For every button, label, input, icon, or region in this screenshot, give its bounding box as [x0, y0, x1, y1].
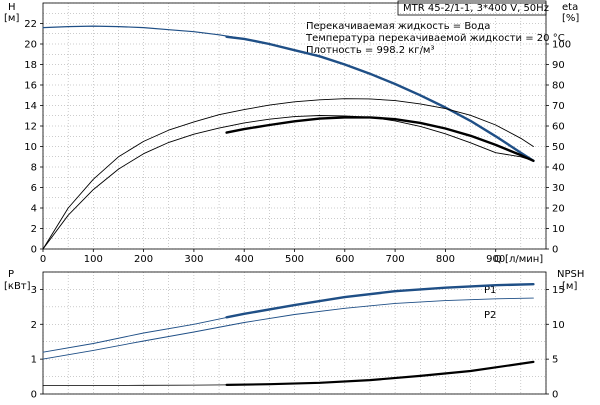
y-right-tick-label: 60	[552, 122, 565, 133]
y-left-tick-label: 12	[24, 122, 37, 133]
y-right-tick-label: 90	[552, 60, 565, 71]
legend-label-p2: P2	[484, 310, 496, 321]
series-efficiency-2-line	[42, 115, 534, 250]
y-left-tick-label: 16	[24, 81, 37, 92]
y-left-tick-label: 10	[24, 142, 37, 153]
y-left-tick-label: 22	[24, 19, 37, 30]
series-NPSH-duty-line	[225, 360, 535, 386]
x-tick-label: 100	[84, 254, 103, 265]
y-left-tick-label: 20	[24, 40, 37, 51]
fluid-info-line: Температура перекачиваемой жидкости = 20…	[305, 33, 565, 44]
y-left-tick-label: 14	[24, 101, 37, 112]
x-tick-label: 400	[235, 254, 254, 265]
y-right-tick-label: 100	[552, 40, 571, 51]
legend-label-p1: P1	[484, 285, 496, 296]
bottom-right-axis-title: NPSH	[557, 269, 584, 280]
series-efficiency-2-duty-line	[225, 116, 535, 163]
y-left-tick-label: 3	[31, 285, 37, 296]
x-tick-label: 900	[486, 254, 505, 265]
x-tick-label: 500	[285, 254, 304, 265]
y-left-tick-label: 4	[31, 204, 37, 215]
series-P2-line	[42, 297, 534, 360]
y-right-tick-label: 15	[552, 285, 565, 296]
y-left-tick-label: 0	[31, 390, 37, 401]
y-left-tick-label: 2	[31, 224, 37, 235]
y-right-tick-label: 10	[552, 224, 565, 235]
fluid-info-line: Плотность = 998.2 кг/м³	[306, 45, 435, 56]
x-tick-label: 700	[386, 254, 405, 265]
bottom-left-axis-title: P	[8, 269, 14, 280]
bottom-right-axis-unit: [м]	[562, 281, 577, 292]
y-right-tick-label: 10	[552, 320, 565, 331]
y-right-tick-label: 70	[552, 101, 565, 112]
x-tick-label: 200	[134, 254, 153, 265]
x-tick-label: 800	[436, 254, 455, 265]
series-P1-duty-line	[225, 283, 535, 319]
series-P1-line	[42, 283, 534, 353]
series-head-line	[42, 25, 535, 162]
y-right-tick-label: 50	[552, 142, 565, 153]
top-left-axis-title: H	[8, 2, 16, 13]
x-tick-label: 300	[184, 254, 203, 265]
y-left-tick-label: 6	[31, 183, 37, 194]
y-right-tick-label: 40	[552, 163, 565, 174]
top-left-axis-unit: [м]	[4, 13, 19, 24]
y-right-tick-label: 30	[552, 183, 565, 194]
y-right-tick-label: 80	[552, 81, 565, 92]
x-tick-label: 600	[335, 254, 354, 265]
y-right-tick-label: 5	[552, 355, 558, 366]
y-left-tick-label: 8	[31, 163, 37, 174]
pump-title: MTR 45-2/1-1, 3*400 V, 50Hz	[403, 3, 549, 14]
y-left-tick-label: 2	[31, 320, 37, 331]
top-right-axis-title: eta	[562, 2, 578, 13]
bottom-left-axis-unit: [кВт]	[4, 281, 31, 292]
y-right-tick-label: 20	[552, 204, 565, 215]
series-NPSH-line	[42, 384, 228, 387]
x-axis-label: Q [л/мин]	[494, 254, 543, 265]
y-right-tick-label: 0	[552, 390, 558, 401]
plot-frame	[42, 271, 547, 395]
series-head-duty-line	[225, 35, 535, 163]
fluid-info-line: Перекачиваемая жидкость = Вода	[306, 21, 490, 32]
top-right-axis-unit: [%]	[562, 13, 579, 24]
series-efficiency-line	[42, 98, 534, 250]
x-tick-label: 0	[40, 254, 46, 265]
y-left-tick-label: 18	[24, 60, 37, 71]
y-right-tick-label: 0	[552, 245, 558, 256]
y-left-tick-label: 0	[31, 245, 37, 256]
y-left-tick-label: 1	[31, 355, 37, 366]
